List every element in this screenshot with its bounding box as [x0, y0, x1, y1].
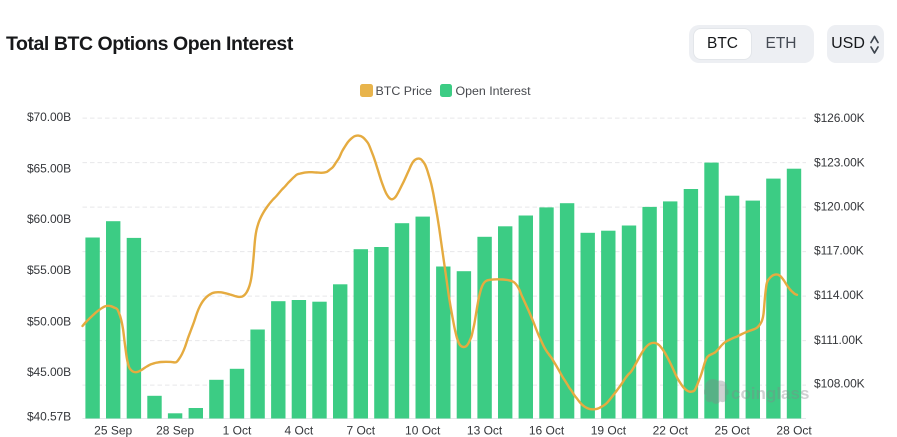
- svg-text:$65.00B: $65.00B: [27, 162, 71, 176]
- svg-text:$40.57B: $40.57B: [27, 410, 71, 424]
- svg-text:$120.00K: $120.00K: [814, 200, 865, 214]
- svg-text:$50.00B: $50.00B: [27, 314, 71, 328]
- svg-text:7 Oct: 7 Oct: [346, 424, 375, 437]
- svg-text:25 Sep: 25 Sep: [94, 424, 132, 437]
- svg-text:19 Oct: 19 Oct: [591, 424, 627, 437]
- svg-text:10 Oct: 10 Oct: [405, 424, 441, 437]
- svg-text:$45.00B: $45.00B: [27, 365, 71, 379]
- svg-text:28 Oct: 28 Oct: [776, 424, 812, 437]
- svg-text:28 Sep: 28 Sep: [156, 424, 194, 437]
- svg-text:13 Oct: 13 Oct: [467, 424, 503, 437]
- svg-text:22 Oct: 22 Oct: [653, 424, 689, 437]
- svg-text:coinglass: coinglass: [731, 384, 809, 403]
- svg-text:$123.00K: $123.00K: [814, 155, 865, 169]
- svg-text:25 Oct: 25 Oct: [715, 424, 751, 437]
- svg-text:$117.00K: $117.00K: [814, 244, 864, 258]
- svg-text:$114.00K: $114.00K: [814, 288, 864, 302]
- svg-text:$108.00K: $108.00K: [814, 377, 865, 391]
- svg-text:16 Oct: 16 Oct: [529, 424, 565, 437]
- svg-text:$60.00B: $60.00B: [27, 212, 71, 226]
- svg-text:$111.00K: $111.00K: [814, 333, 863, 347]
- svg-text:$70.00B: $70.00B: [27, 110, 71, 124]
- svg-text:$126.00K: $126.00K: [814, 111, 865, 125]
- svg-text:1 Oct: 1 Oct: [223, 424, 252, 437]
- svg-text:$55.00B: $55.00B: [27, 263, 71, 277]
- svg-text:4 Oct: 4 Oct: [285, 424, 314, 437]
